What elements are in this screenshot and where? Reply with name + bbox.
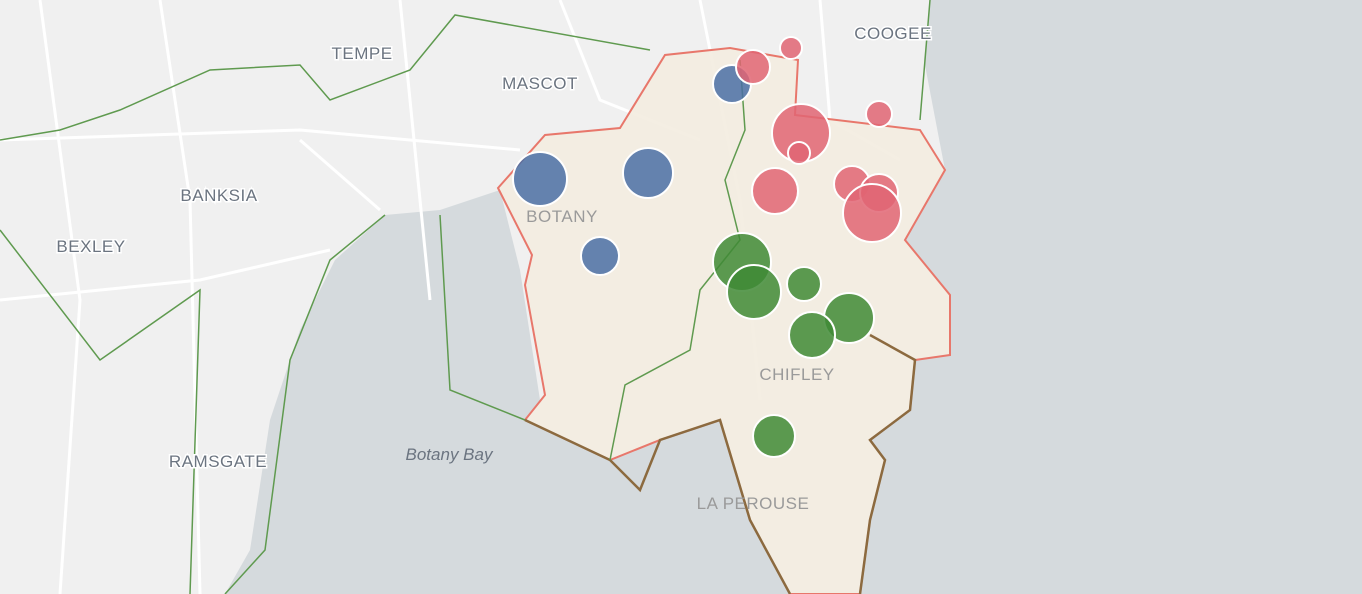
place-label: LA PEROUSE xyxy=(697,494,810,513)
marker xyxy=(580,236,620,276)
water-label: Botany Bay xyxy=(406,445,494,464)
marker xyxy=(786,266,822,302)
place-label: BEXLEY xyxy=(56,237,125,256)
place-label: BOTANY xyxy=(526,207,598,226)
marker xyxy=(865,100,893,128)
marker xyxy=(787,141,811,165)
marker xyxy=(751,167,799,215)
place-label: RAMSGATE xyxy=(169,452,267,471)
marker xyxy=(512,151,568,207)
place-label: COOGEE xyxy=(854,24,932,43)
marker xyxy=(779,36,803,60)
markers xyxy=(512,36,902,458)
marker xyxy=(842,183,902,243)
marker xyxy=(735,49,771,85)
marker xyxy=(726,264,782,320)
place-label: TEMPE xyxy=(331,44,392,63)
place-label: CHIFLEY xyxy=(759,365,834,384)
marker xyxy=(788,311,836,359)
place-label: BANKSIA xyxy=(180,186,257,205)
place-label: MASCOT xyxy=(502,74,578,93)
labels: TEMPE MASCOT COOGEE BANKSIA BEXLEY RAMSG… xyxy=(55,23,933,514)
marker xyxy=(752,414,796,458)
marker xyxy=(622,147,674,199)
